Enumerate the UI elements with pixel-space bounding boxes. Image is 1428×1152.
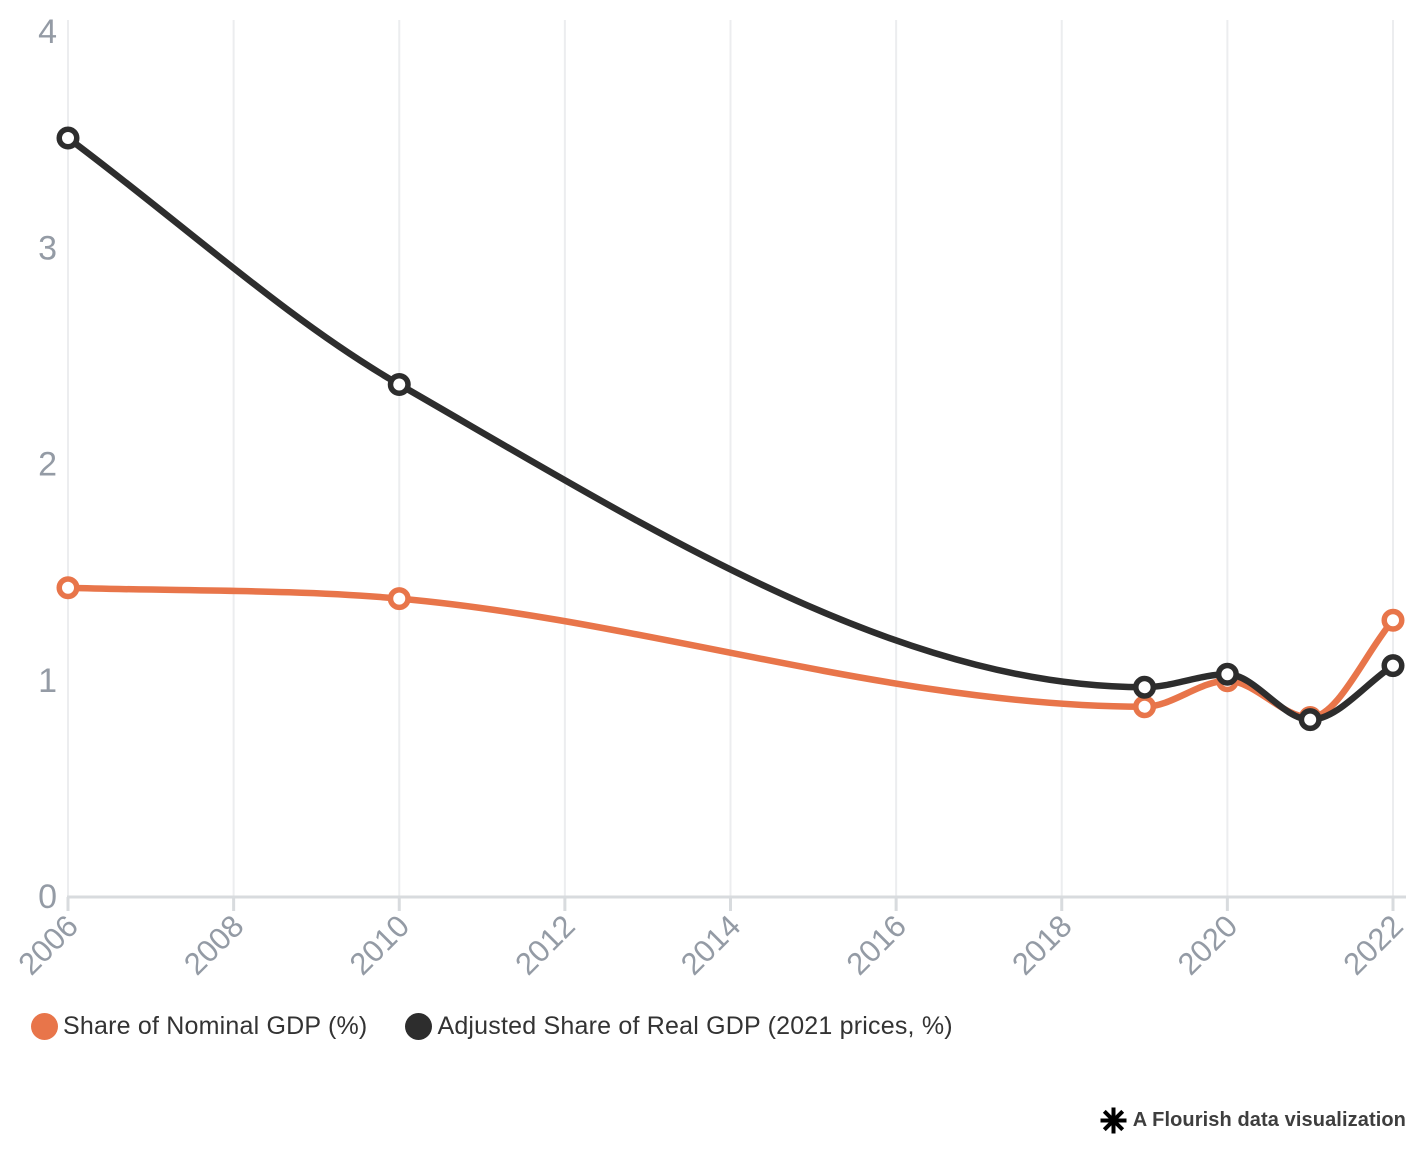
attribution-text: A Flourish data visualization [1132, 1109, 1406, 1131]
legend-item-nominal-gdp[interactable]: Share of Nominal GDP (%) [31, 1012, 367, 1041]
x-tick-label: 2020 [1171, 908, 1245, 982]
x-tick-label: 2022 [1336, 908, 1410, 982]
legend-item-real-gdp[interactable]: Adjusted Share of Real GDP (2021 prices,… [405, 1012, 953, 1041]
x-tick-label: 2010 [343, 908, 417, 982]
chart-legend: Share of Nominal GDP (%) Adjusted Share … [31, 1012, 953, 1041]
y-tick-label: 4 [38, 13, 57, 51]
data-point-marker[interactable] [1381, 654, 1405, 678]
data-point-marker[interactable] [56, 576, 80, 600]
x-tick-label: 2012 [508, 908, 582, 982]
svg-text:2010: 2010 [343, 908, 417, 982]
x-tick-label: 2018 [1005, 908, 1079, 982]
y-tick-label: 3 [38, 229, 57, 267]
data-point-marker[interactable] [1133, 695, 1157, 719]
data-point-marker[interactable] [1298, 708, 1322, 732]
svg-text:2016: 2016 [840, 908, 914, 982]
data-point-marker[interactable] [1133, 675, 1157, 699]
legend-label: Adjusted Share of Real GDP (2021 prices,… [437, 1012, 953, 1040]
data-point-marker[interactable] [56, 126, 80, 150]
data-point-marker[interactable] [1381, 608, 1405, 632]
svg-text:2006: 2006 [11, 908, 85, 982]
svg-text:2014: 2014 [674, 908, 748, 982]
legend-swatch-icon [31, 1013, 58, 1040]
data-point-marker[interactable] [1215, 662, 1239, 686]
svg-text:2022: 2022 [1336, 908, 1410, 982]
svg-text:2018: 2018 [1005, 908, 1079, 982]
x-tick-label: 2016 [840, 908, 914, 982]
flourish-asterisk-icon [1100, 1107, 1127, 1134]
data-point-marker[interactable] [387, 587, 411, 611]
line-chart: 0 1 2 3 4 2006 2008 2010 2012 2014 2016 2018 2020 202… [11, 13, 1410, 982]
x-tick-label: 2008 [177, 908, 251, 982]
y-tick-label: 2 [38, 446, 57, 484]
x-tick-label: 2014 [674, 908, 748, 982]
chart-canvas: 0 1 2 3 4 2006 2008 2010 2012 2014 2016 2018 2020 202… [11, 13, 1410, 982]
x-tick-label: 2006 [11, 908, 85, 982]
y-tick-label: 0 [38, 878, 57, 916]
svg-text:2008: 2008 [177, 908, 251, 982]
y-tick-label: 1 [38, 662, 57, 700]
svg-text:2020: 2020 [1171, 908, 1245, 982]
legend-label: Share of Nominal GDP (%) [63, 1012, 368, 1040]
svg-text:2012: 2012 [508, 908, 582, 982]
data-point-marker[interactable] [387, 372, 411, 396]
flourish-attribution[interactable]: A Flourish data visualization [1099, 1106, 1406, 1135]
legend-swatch-icon [405, 1013, 433, 1040]
